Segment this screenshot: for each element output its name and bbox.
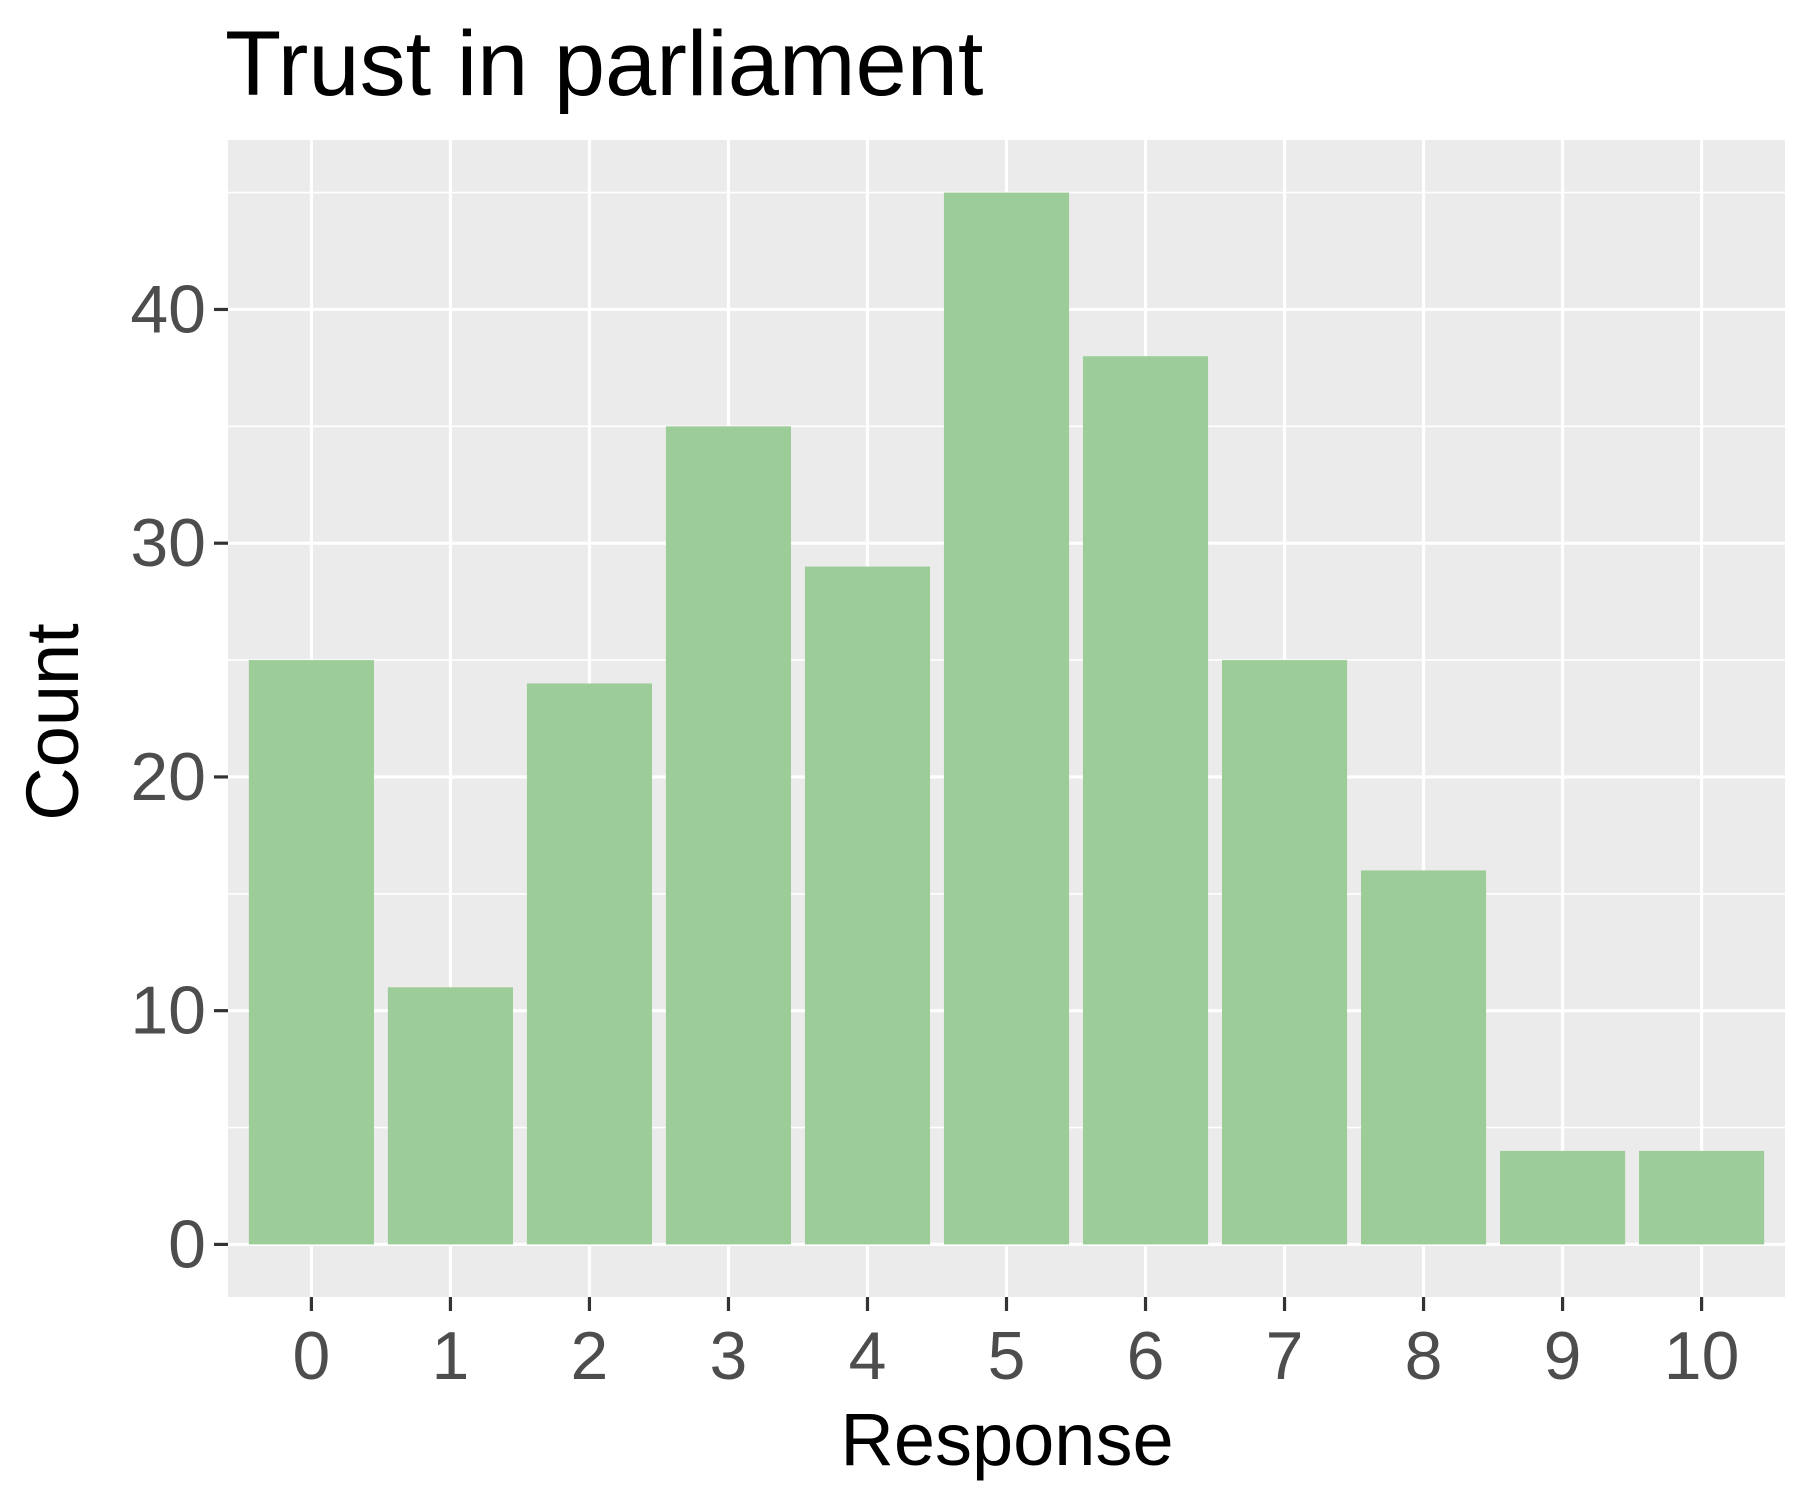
x-tick-label: 6 [1127,1318,1165,1394]
x-tick-label: 5 [988,1318,1026,1394]
bar-6 [1082,356,1209,1245]
bar-0 [248,660,374,1245]
bars [248,192,1765,1245]
x-tick-label: 2 [571,1318,609,1394]
y-tick-label: 40 [130,271,206,347]
bar-8 [1360,870,1487,1245]
bar-1 [387,987,513,1245]
y-tick-label: 30 [130,505,206,581]
bar-3 [665,426,792,1245]
x-tick-label: 9 [1544,1318,1582,1394]
bar-2 [526,683,653,1245]
x-tick-label: 3 [710,1318,748,1394]
y-axis-title: Count [11,623,94,821]
x-axis-title: Response [840,1398,1173,1481]
y-tick-label: 20 [130,739,206,815]
x-tick-label: 4 [849,1318,887,1394]
bar-7 [1221,660,1348,1245]
chart-title: Trust in parliament [225,13,983,115]
x-tick-label: 8 [1405,1318,1443,1394]
y-axis: 0 10 20 30 40 [130,271,228,1282]
y-tick-label: 10 [130,973,206,1049]
bar-4 [804,566,931,1245]
x-axis: 0 1 2 3 4 5 6 7 8 9 10 [292,1297,1739,1394]
x-tick-label: 1 [432,1318,470,1394]
bar-10 [1639,1150,1765,1245]
x-tick-label: 10 [1664,1318,1740,1394]
y-tick-label: 0 [168,1206,206,1282]
bar-9 [1500,1150,1626,1245]
x-tick-label: 0 [292,1318,330,1394]
bar-5 [943,192,1070,1245]
x-tick-label: 7 [1266,1318,1304,1394]
